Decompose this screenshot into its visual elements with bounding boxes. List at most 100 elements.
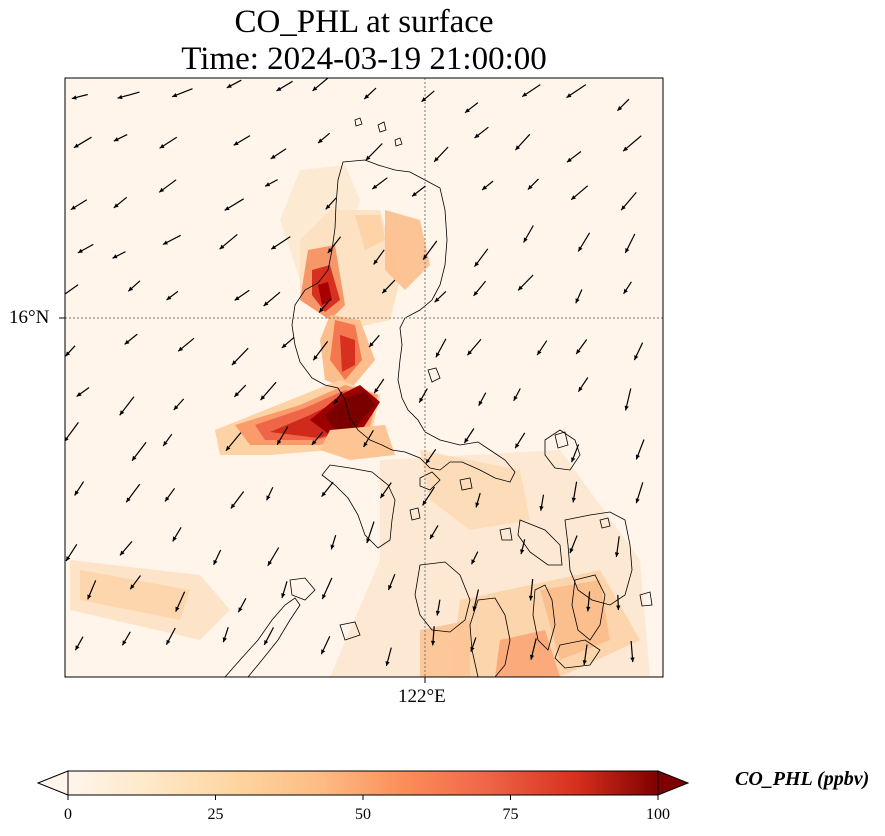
wind-arrowhead xyxy=(226,83,232,88)
wind-arrowhead xyxy=(465,108,470,113)
wind-arrowhead xyxy=(132,455,137,461)
wind-arrowhead xyxy=(635,454,640,460)
wind-arrowhead xyxy=(173,405,179,410)
wind-arrowhead xyxy=(159,144,165,149)
wind-arrowhead xyxy=(423,254,428,260)
wind-arrowhead xyxy=(321,649,326,655)
wind-arrowhead xyxy=(474,261,479,267)
wind-arrowhead xyxy=(380,493,385,499)
wind-arrowhead xyxy=(576,349,581,354)
wind-arrowhead xyxy=(65,351,71,357)
wind-arrowhead xyxy=(522,92,528,97)
wind-arrowhead xyxy=(435,610,441,616)
wind-arrowhead xyxy=(334,399,339,404)
colorbar-extend-max xyxy=(657,770,690,796)
wind-arrowhead xyxy=(518,285,523,291)
colorbar-bar xyxy=(67,770,659,796)
wind-arrowhead xyxy=(421,97,427,102)
wind-arrowhead xyxy=(222,637,227,643)
wind-arrowhead xyxy=(539,506,544,511)
wind-arrowhead xyxy=(566,157,572,163)
wind-arrowhead xyxy=(260,395,266,401)
wind-arrowhead xyxy=(231,360,237,366)
wind-arrowhead xyxy=(266,495,271,501)
wind-arrowhead xyxy=(625,248,630,253)
wind-arrowhead xyxy=(59,294,64,298)
wind-arrowhead xyxy=(464,438,469,443)
wind-arrowhead xyxy=(430,640,436,646)
wind-arrowhead xyxy=(470,646,475,652)
wind-arrowhead xyxy=(263,301,269,306)
wind-arrowhead xyxy=(374,388,379,394)
wind-arrowhead xyxy=(566,93,572,98)
wind-arrowhead xyxy=(130,584,135,590)
wind-arrowhead xyxy=(276,86,282,91)
wind-arrowhead xyxy=(365,155,371,161)
wind-arrowhead xyxy=(113,137,119,142)
wind-arrowhead xyxy=(75,645,80,651)
wind-arrowhead xyxy=(117,94,123,100)
wind-arrowhead xyxy=(322,594,327,600)
wind-arrowhead xyxy=(113,203,119,208)
wind-arrowhead xyxy=(515,443,520,449)
colorbar-label: CO_PHL (ppbv) xyxy=(735,768,870,790)
wind-arrowhead xyxy=(425,458,431,464)
wind-arrowhead xyxy=(467,350,472,356)
wind-arrowhead xyxy=(238,607,243,613)
wind-arrowhead xyxy=(434,297,440,303)
wind-arrowhead xyxy=(635,498,640,504)
wind-arrowhead xyxy=(321,491,327,497)
wind-arrowhead xyxy=(571,195,576,200)
wind-arrowhead xyxy=(73,143,79,148)
wind-arrowhead xyxy=(430,534,435,539)
wind-arrowhead xyxy=(617,106,623,111)
wind-arrowhead xyxy=(264,640,269,645)
wind-arrowhead xyxy=(313,355,318,361)
wind-arrowhead xyxy=(318,138,323,144)
wind-arrowhead xyxy=(277,439,282,445)
wind-arrowhead xyxy=(528,595,534,601)
wind-arrowhead xyxy=(412,192,417,197)
wind-arrowhead xyxy=(66,556,71,562)
wind-arrowhead xyxy=(172,536,177,542)
wind-arrowhead xyxy=(435,352,440,358)
wind-arrowhead xyxy=(271,245,277,250)
wind-arrowhead xyxy=(65,436,69,442)
wind-arrowhead xyxy=(234,392,240,397)
wind-arrowhead xyxy=(537,350,542,356)
wind-arrowhead xyxy=(233,141,239,146)
wind-arrowhead xyxy=(166,295,172,300)
wind-vectors xyxy=(59,78,645,667)
wind-arrowhead xyxy=(71,95,77,100)
wind-arrowhead xyxy=(265,182,271,187)
wind-arrowhead xyxy=(422,500,427,506)
wind-arrowhead xyxy=(571,497,576,503)
wind-arrowhead xyxy=(575,298,580,304)
wind-arrowhead xyxy=(175,606,180,612)
wind-arrowhead xyxy=(281,593,286,598)
wind-arrowhead xyxy=(165,496,170,502)
map-time: Time: 2024-03-19 21:00:00 xyxy=(181,41,547,77)
wind-arrowhead xyxy=(373,259,378,265)
colorbar xyxy=(36,770,690,800)
wind-arrowhead xyxy=(311,440,317,445)
wind-arrowhead xyxy=(128,286,134,292)
wind-arrowhead xyxy=(382,288,387,294)
wind-arrowhead xyxy=(224,206,230,211)
wind-arrowhead xyxy=(159,187,165,193)
wind-arrowhead xyxy=(475,502,480,508)
wind-arrowhead xyxy=(630,657,635,663)
wind-arrowhead xyxy=(120,550,125,556)
wind-arrowhead xyxy=(87,594,92,600)
colorbar-tick-50: 50 xyxy=(355,806,371,823)
wind-arrowhead xyxy=(178,346,184,352)
wind-arrowhead xyxy=(614,552,620,557)
wind-arrowhead xyxy=(616,605,621,610)
wind-arrowhead xyxy=(586,606,591,612)
wind-arrowhead xyxy=(126,497,131,503)
wind-arrowhead xyxy=(234,296,240,301)
concentration-field xyxy=(70,165,650,677)
map-frame xyxy=(64,77,664,678)
wind-arrowhead xyxy=(388,585,393,590)
wind-arrowhead xyxy=(434,157,439,162)
